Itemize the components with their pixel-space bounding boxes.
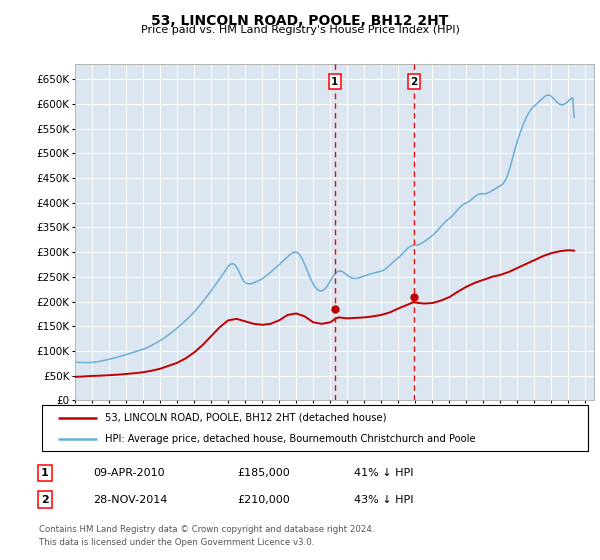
Text: 28-NOV-2014: 28-NOV-2014 (93, 494, 167, 505)
Text: 43% ↓ HPI: 43% ↓ HPI (354, 494, 413, 505)
Text: 1: 1 (41, 468, 49, 478)
Text: 09-APR-2010: 09-APR-2010 (93, 468, 164, 478)
Text: £185,000: £185,000 (237, 468, 290, 478)
Text: Price paid vs. HM Land Registry's House Price Index (HPI): Price paid vs. HM Land Registry's House … (140, 25, 460, 35)
FancyBboxPatch shape (42, 405, 588, 451)
Text: 53, LINCOLN ROAD, POOLE, BH12 2HT (detached house): 53, LINCOLN ROAD, POOLE, BH12 2HT (detac… (105, 413, 386, 423)
Text: HPI: Average price, detached house, Bournemouth Christchurch and Poole: HPI: Average price, detached house, Bour… (105, 435, 475, 444)
Text: £210,000: £210,000 (237, 494, 290, 505)
Text: 2: 2 (41, 494, 49, 505)
Text: Contains HM Land Registry data © Crown copyright and database right 2024.: Contains HM Land Registry data © Crown c… (39, 525, 374, 534)
Text: This data is licensed under the Open Government Licence v3.0.: This data is licensed under the Open Gov… (39, 538, 314, 547)
Text: 53, LINCOLN ROAD, POOLE, BH12 2HT: 53, LINCOLN ROAD, POOLE, BH12 2HT (151, 14, 449, 28)
Text: 41% ↓ HPI: 41% ↓ HPI (354, 468, 413, 478)
Text: 2: 2 (410, 77, 418, 87)
Text: 1: 1 (331, 77, 338, 87)
